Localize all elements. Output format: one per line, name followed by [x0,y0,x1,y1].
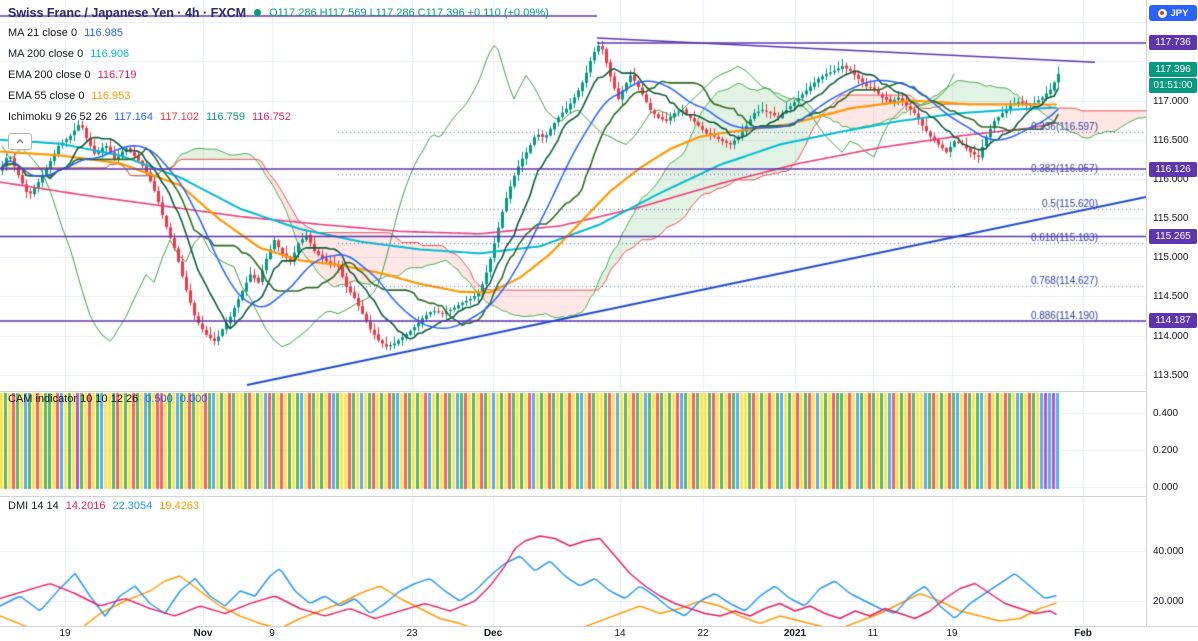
legend-row-ma21[interactable]: MA 21 close 0 116.985 [8,22,549,43]
indicator-value: 14.2016 [65,500,106,512]
legend-row-ema200[interactable]: EMA 200 close 0 116.719 [8,64,549,85]
dmi-indicator-legend[interactable]: DMI 14 14 14.2016 22.3054 19.4263 [8,500,199,512]
time-label: 11 [867,628,879,639]
indicator-value: 117.164 [114,110,154,123]
price-tick: 0.400 [1153,408,1179,420]
price-tick: 117.000 [1153,95,1189,107]
symbol-legend-row[interactable]: Swiss Franc / Japanese Yen · 4h · FXCM O… [8,3,549,22]
pane-separator[interactable] [0,496,1146,497]
price-tick: 0.200 [1153,445,1179,457]
indicator-value: 116.953 [91,89,131,102]
collapse-indicators-button[interactable] [8,133,32,150]
pane-separator[interactable] [0,391,1146,392]
indicator-value: 116.985 [84,26,124,39]
symbol-title[interactable]: Swiss Franc / Japanese Yen · 4h · FXCM [8,5,247,20]
price-tick: 116.000 [1153,173,1189,185]
price-tick: 115.500 [1153,213,1189,225]
indicator-label: CAM indicator 10 10 12 26 [8,393,139,405]
japan-flag-icon [1157,8,1167,18]
chart-canvas[interactable] [0,0,1146,626]
price-tick: 115.000 [1153,252,1189,264]
indicator-label: EMA 55 close 0 [8,89,85,102]
price-axis[interactable]: JPY 117.000 116.500 116.000 115.500 115.000 1… [1146,0,1198,626]
countdown-badge: 01:51:00 [1149,78,1197,94]
indicator-label: MA 21 close 0 [8,26,78,39]
currency-label: JPY [1170,7,1189,19]
indicator-value: 0.500 [145,393,173,405]
time-label: Feb [1074,628,1092,639]
time-label: 19 [946,628,958,639]
legend-row-ichimoku[interactable]: Ichimoku 9 26 52 26 117.164 117.102 116.… [8,106,549,127]
time-label: Dec [483,628,503,639]
indicator-value: 116.719 [97,68,137,81]
price-tick: 40.000 [1153,546,1184,557]
indicator-label: Ichimoku 9 26 52 26 [8,110,108,123]
price-tick: 20.000 [1153,596,1184,607]
indicator-value: 116.906 [90,47,130,60]
price-tick: 116.500 [1153,134,1189,146]
time-axis[interactable]: 19 Nov 9 23 Dec 14 22 2021 11 19 Feb [0,626,1198,641]
indicator-label: DMI 14 14 [8,500,59,512]
currency-badge[interactable]: JPY [1149,5,1197,21]
indicator-value: 116.759 [205,110,245,123]
price-tick: 113.500 [1153,369,1189,381]
ohlc-values: O117.286 H117.569 L117.286 C117.396 +0.1… [269,6,549,19]
chevron-up-icon [16,139,24,144]
trendline-price-badge: 117.736 [1149,35,1197,51]
indicator-value: 22.3054 [112,500,153,512]
time-label: 19 [59,628,71,639]
level-badge: 114.187 [1149,313,1197,329]
indicator-value: 116.752 [251,110,291,123]
legend: Swiss Franc / Japanese Yen · 4h · FXCM O… [8,3,549,150]
time-label: Nov [193,628,213,639]
time-label: 22 [697,628,709,639]
cam-indicator-legend[interactable]: CAM indicator 10 10 12 26 0.500 0.000 [8,393,207,405]
indicator-value: 0.000 [179,393,208,405]
indicator-label: EMA 200 close 0 [8,68,91,81]
time-label: 9 [269,628,275,639]
time-label: 14 [614,628,626,639]
price-tick: 114.500 [1153,291,1189,303]
time-label: 2021 [783,628,807,639]
price-tick: 114.000 [1153,330,1189,342]
indicator-value: 19.4263 [159,500,200,512]
price-tick: 0.000 [1153,481,1179,493]
market-status-dot-icon [254,9,262,16]
legend-row-ma200[interactable]: MA 200 close 0 116.906 [8,43,549,64]
level-badge: 116.126 [1149,161,1197,177]
time-label: 23 [406,628,418,639]
legend-row-ema55[interactable]: EMA 55 close 0 116.953 [8,85,549,106]
indicator-value: 117.102 [160,110,199,123]
indicator-label: MA 200 close 0 [8,47,84,60]
last-price-badge: 117.396 [1149,62,1197,78]
level-badge: 115.265 [1149,229,1197,244]
